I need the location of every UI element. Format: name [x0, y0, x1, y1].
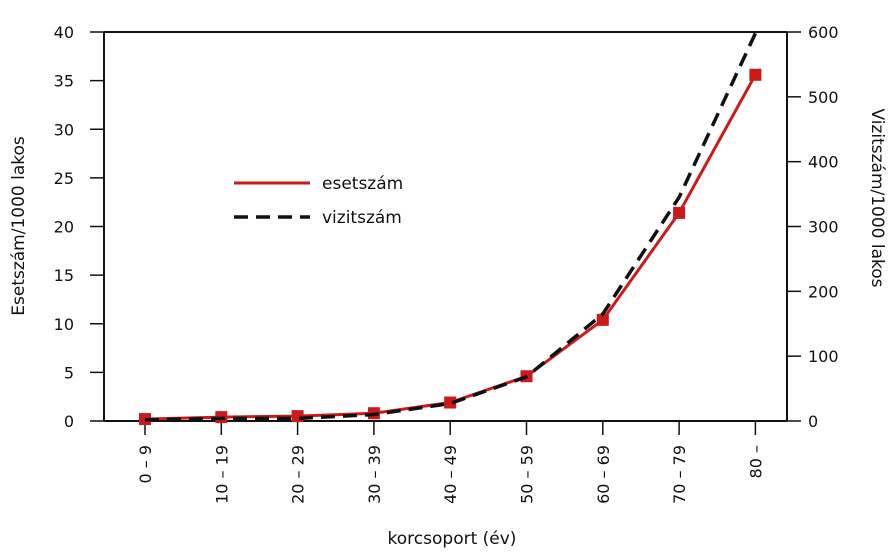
x-tick-label: 70 – 79 [670, 445, 689, 504]
y-left-tick-label: 10 [54, 315, 74, 334]
data-point [444, 396, 457, 409]
y-left-tick-label: 15 [54, 266, 74, 285]
y-axis-left-title: Esetszám/1000 lakos [9, 136, 29, 316]
y-right-tick-label: 400 [808, 153, 839, 172]
y-axis-left: 0 5 10 15 20 25 30 35 40 [54, 23, 104, 431]
y-left-tick-label: 25 [54, 169, 74, 188]
y-right-tick-label: 0 [808, 412, 818, 431]
x-tick-label: 0 – 9 [136, 445, 155, 484]
y-left-tick-label: 20 [54, 218, 74, 237]
series-line [144, 74, 757, 421]
series-line [144, 32, 757, 422]
legend-label: vizitszám [322, 208, 402, 228]
y-right-tick-label: 100 [808, 347, 839, 366]
data-point [291, 410, 304, 423]
x-tick-label: 80 – [746, 445, 765, 478]
x-axis-title: korcsoport (év) [388, 529, 517, 549]
x-axis: 0 – 9 10 – 19 20 – 29 30 – 39 40 – 49 50 – 59… [136, 421, 765, 504]
y-axis-right-title: Vizitszám/1000 lakos [867, 108, 887, 287]
y-left-tick-label: 5 [64, 363, 74, 382]
x-tick-label: 10 – 19 [212, 445, 231, 504]
data-point [596, 313, 609, 326]
y-right-tick-label: 600 [808, 23, 839, 42]
legend: esetszám vizitszám [234, 174, 403, 228]
y-left-tick-label: 40 [54, 23, 74, 42]
plot-frame [103, 31, 788, 422]
legend-label: esetszám [322, 174, 403, 194]
y-left-tick-label: 35 [54, 72, 74, 91]
data-point [673, 206, 686, 219]
y-left-tick-label: 0 [64, 412, 74, 431]
series-1 [139, 68, 762, 426]
x-tick-label: 30 – 39 [365, 445, 384, 504]
x-tick-label: 50 – 59 [518, 445, 537, 504]
series-2 [144, 32, 757, 422]
x-tick-label: 40 – 49 [441, 445, 460, 504]
y-right-tick-label: 200 [808, 282, 839, 301]
x-tick-label: 20 – 29 [289, 445, 308, 504]
y-left-tick-label: 30 [54, 120, 74, 139]
y-axis-right: 0 100 200 300 400 500 600 [787, 23, 839, 431]
series-layer [139, 32, 762, 426]
y-right-tick-label: 500 [808, 88, 839, 107]
y-right-tick-label: 300 [808, 218, 839, 237]
data-point [749, 68, 762, 81]
x-tick-label: 60 – 69 [594, 445, 613, 504]
